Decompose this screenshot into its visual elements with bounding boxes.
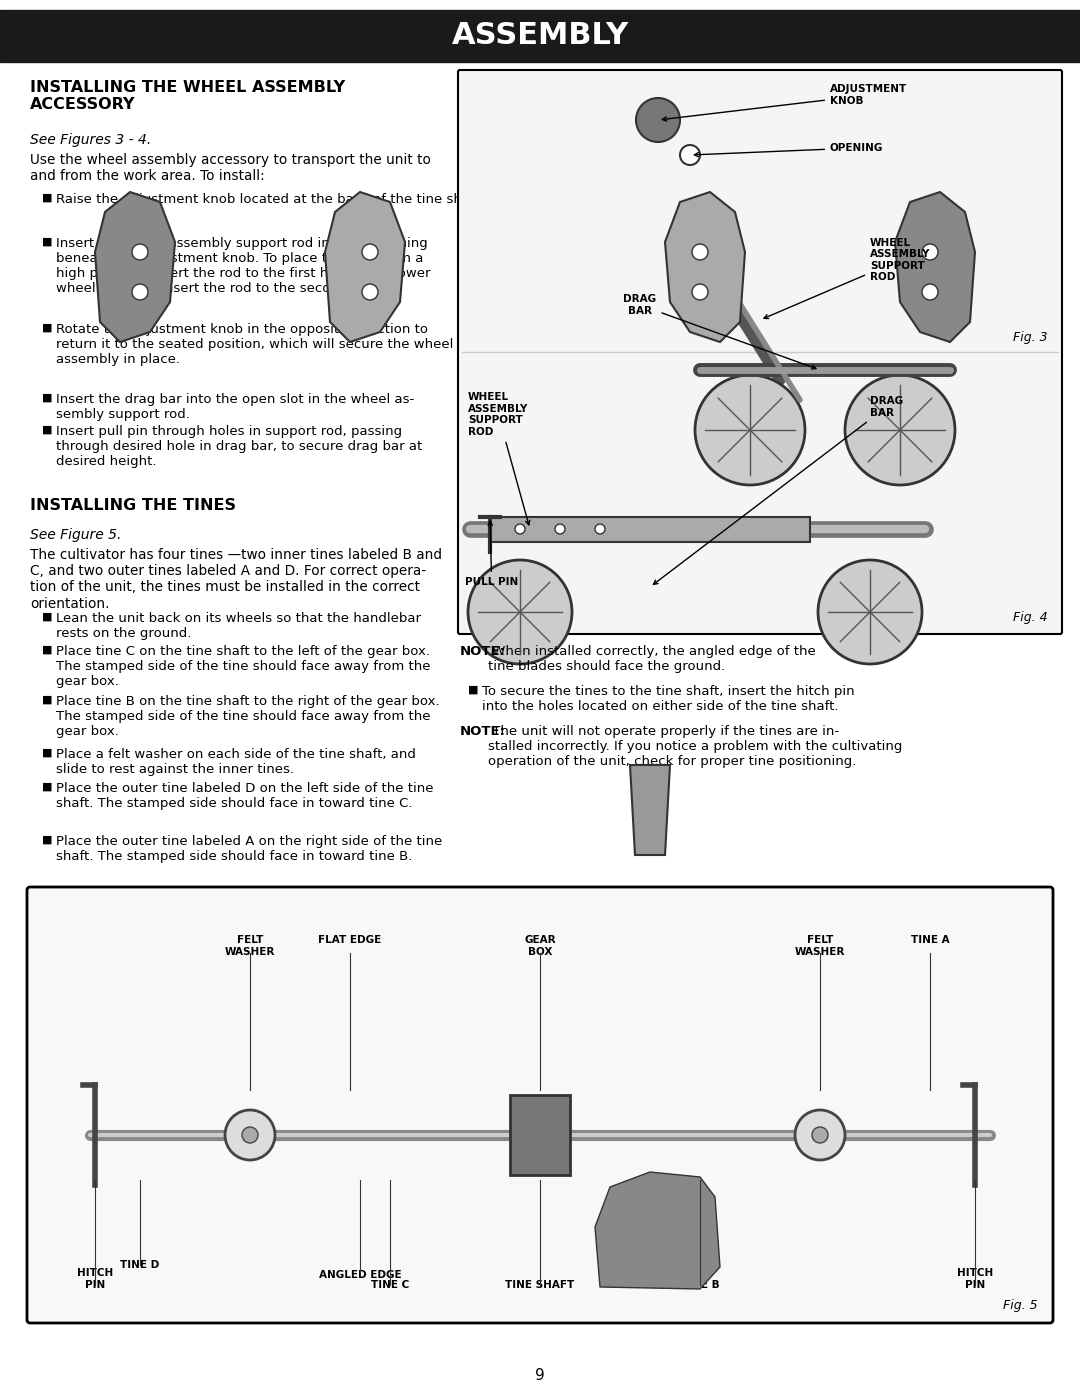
- Text: See Figure 5.: See Figure 5.: [30, 528, 121, 542]
- Text: ■: ■: [42, 645, 53, 655]
- Text: The unit will not operate properly if the tines are in-
stalled incorrectly. If : The unit will not operate properly if th…: [487, 725, 902, 768]
- Text: ANGLED EDGE: ANGLED EDGE: [319, 1270, 402, 1280]
- Text: Place the outer tine labeled D on the left side of the tine
shaft. The stamped s: Place the outer tine labeled D on the le…: [56, 782, 433, 810]
- Text: The cultivator has four tines —two inner tines labeled B and
C, and two outer ti: The cultivator has four tines —two inner…: [30, 548, 442, 610]
- Text: FLAT EDGE: FLAT EDGE: [319, 935, 381, 944]
- Text: Lean the unit back on its wheels so that the handlebar
rests on the ground.: Lean the unit back on its wheels so that…: [56, 612, 421, 640]
- Text: Fig. 3: Fig. 3: [1013, 331, 1048, 344]
- Text: NOTE:: NOTE:: [460, 645, 507, 658]
- Text: ■: ■: [468, 685, 478, 694]
- Text: TINE D: TINE D: [120, 1260, 160, 1270]
- Circle shape: [225, 1111, 275, 1160]
- Text: OPENING: OPENING: [694, 142, 883, 156]
- Polygon shape: [630, 766, 670, 855]
- Text: Insert the drag bar into the open slot in the wheel as-
sembly support rod.: Insert the drag bar into the open slot i…: [56, 393, 415, 420]
- Polygon shape: [895, 191, 975, 342]
- Text: TINE C: TINE C: [370, 1280, 409, 1289]
- Text: HITCH
PIN: HITCH PIN: [957, 1268, 994, 1289]
- Text: ■: ■: [42, 694, 53, 705]
- Text: TINE SHAFT: TINE SHAFT: [505, 1280, 575, 1289]
- Text: DRAG
BAR: DRAG BAR: [653, 397, 903, 584]
- Circle shape: [696, 374, 805, 485]
- Text: Place a felt washer on each side of the tine shaft, and
slide to rest against th: Place a felt washer on each side of the …: [56, 747, 416, 775]
- Text: ■: ■: [42, 323, 53, 332]
- FancyBboxPatch shape: [458, 70, 1062, 634]
- Text: FELT
WASHER: FELT WASHER: [225, 935, 275, 957]
- Text: WHEEL
ASSEMBLY
SUPPORT
ROD: WHEEL ASSEMBLY SUPPORT ROD: [764, 237, 930, 319]
- Text: Use the wheel assembly accessory to transport the unit to
and from the work area: Use the wheel assembly accessory to tran…: [30, 154, 431, 183]
- Text: HITCH
PIN: HITCH PIN: [77, 1268, 113, 1289]
- Text: Insert the wheel assembly support rod into the opening
beneath the adjustment kn: Insert the wheel assembly support rod in…: [56, 237, 431, 295]
- Text: ■: ■: [42, 747, 53, 759]
- Text: ASSEMBLY: ASSEMBLY: [451, 21, 629, 50]
- Text: TINE B: TINE B: [680, 1280, 719, 1289]
- Circle shape: [795, 1111, 845, 1160]
- FancyBboxPatch shape: [27, 887, 1053, 1323]
- Circle shape: [468, 560, 572, 664]
- Text: Insert pull pin through holes in support rod, passing
through desired hole in dr: Insert pull pin through holes in support…: [56, 425, 422, 468]
- Circle shape: [922, 284, 939, 300]
- Text: PULL PIN: PULL PIN: [465, 521, 518, 587]
- Circle shape: [845, 374, 955, 485]
- Circle shape: [242, 1127, 258, 1143]
- Polygon shape: [665, 191, 745, 342]
- Circle shape: [692, 284, 708, 300]
- Text: WHEEL
ASSEMBLY
SUPPORT
ROD: WHEEL ASSEMBLY SUPPORT ROD: [468, 393, 529, 525]
- Text: GEAR
BOX: GEAR BOX: [524, 935, 556, 957]
- Text: Rotate the adjustment knob in the opposite direction to
return it to the seated : Rotate the adjustment knob in the opposi…: [56, 323, 454, 366]
- Text: INSTALLING THE WHEEL ASSEMBLY
ACCESSORY: INSTALLING THE WHEEL ASSEMBLY ACCESSORY: [30, 80, 346, 112]
- Text: 9: 9: [535, 1368, 545, 1383]
- Text: ■: ■: [42, 835, 53, 845]
- Circle shape: [692, 244, 708, 260]
- Circle shape: [555, 524, 565, 534]
- Text: Place tine C on the tine shaft to the left of the gear box.
The stamped side of : Place tine C on the tine shaft to the le…: [56, 645, 431, 687]
- Text: Place tine B on the tine shaft to the right of the gear box.
The stamped side of: Place tine B on the tine shaft to the ri…: [56, 694, 440, 738]
- Text: Place the outer tine labeled A on the right side of the tine
shaft. The stamped : Place the outer tine labeled A on the ri…: [56, 835, 442, 863]
- Bar: [0, 10, 1080, 61]
- Circle shape: [680, 145, 700, 165]
- Circle shape: [636, 98, 680, 142]
- Circle shape: [515, 524, 525, 534]
- Bar: [510, 1095, 570, 1175]
- Text: See Figures 3 - 4.: See Figures 3 - 4.: [30, 133, 151, 147]
- Polygon shape: [325, 191, 405, 342]
- Circle shape: [922, 244, 939, 260]
- Circle shape: [818, 560, 922, 664]
- Text: ■: ■: [42, 193, 53, 203]
- Text: DRAG
BAR: DRAG BAR: [623, 295, 815, 369]
- Bar: [490, 517, 810, 542]
- Text: Fig. 5: Fig. 5: [1003, 1299, 1038, 1312]
- Text: ■: ■: [42, 782, 53, 792]
- Circle shape: [595, 524, 605, 534]
- Text: ■: ■: [42, 612, 53, 622]
- Text: INSTALLING THE TINES: INSTALLING THE TINES: [30, 497, 237, 513]
- Text: Raise the adjustment knob located at the back of the tine shield. Twist slightly: Raise the adjustment knob located at the…: [56, 193, 795, 205]
- Polygon shape: [595, 1172, 720, 1289]
- Polygon shape: [95, 191, 175, 342]
- Circle shape: [132, 244, 148, 260]
- Text: ■: ■: [42, 425, 53, 434]
- Circle shape: [362, 284, 378, 300]
- Text: Fig. 4: Fig. 4: [1013, 610, 1048, 624]
- Circle shape: [132, 284, 148, 300]
- Text: FELT
WASHER: FELT WASHER: [795, 935, 846, 957]
- Text: NOTE:: NOTE:: [460, 725, 507, 738]
- Text: ADJUSTMENT
KNOB: ADJUSTMENT KNOB: [662, 84, 907, 122]
- Text: To secure the tines to the tine shaft, insert the hitch pin
into the holes locat: To secure the tines to the tine shaft, i…: [482, 685, 854, 712]
- Circle shape: [812, 1127, 828, 1143]
- Circle shape: [362, 244, 378, 260]
- Text: ■: ■: [42, 393, 53, 402]
- Text: When installed correctly, the angled edge of the
tine blades should face the gro: When installed correctly, the angled edg…: [487, 645, 815, 673]
- Text: TINE A: TINE A: [910, 935, 949, 944]
- Text: ■: ■: [42, 237, 53, 247]
